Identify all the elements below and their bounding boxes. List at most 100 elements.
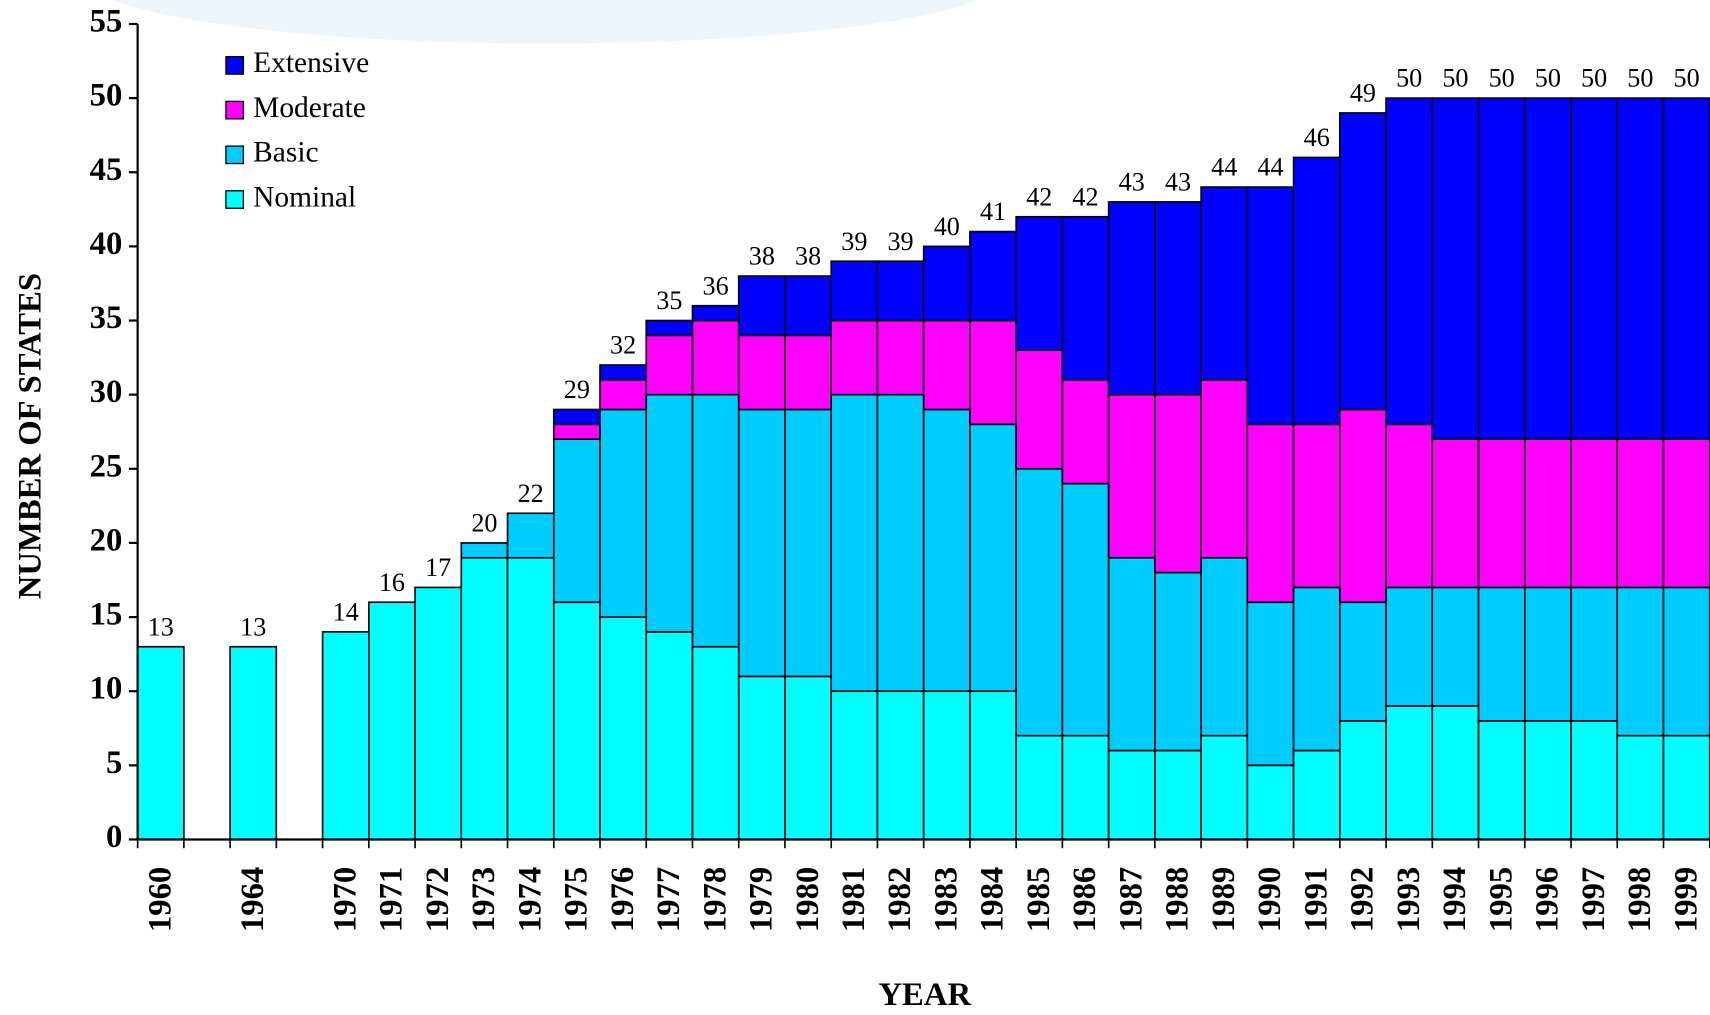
total-label: 42 — [1072, 182, 1098, 211]
y-tick-label: 30 — [90, 374, 123, 410]
bar-segment — [1523, 97, 1572, 440]
bar-segment — [1523, 586, 1572, 722]
bar-segment — [1015, 349, 1064, 470]
bar-segment — [784, 275, 833, 337]
total-label: 41 — [980, 197, 1006, 226]
bar-segment — [1616, 97, 1665, 440]
total-label: 17 — [425, 553, 451, 582]
bar-segment — [1292, 586, 1341, 752]
x-tick-label: 1991 — [1298, 867, 1334, 932]
bar-segment — [830, 260, 879, 322]
y-tick-label: 20 — [90, 522, 123, 558]
total-label: 44 — [1257, 153, 1283, 182]
bar-segment — [1246, 601, 1295, 767]
bar-segment — [1339, 720, 1387, 841]
bar-segment — [969, 690, 1017, 841]
total-label: 39 — [887, 227, 913, 256]
x-tick-label: 1988 — [1160, 867, 1196, 932]
x-tick-label: 1972 — [420, 867, 456, 932]
bar-segment — [737, 408, 786, 678]
legend-label: Nominal — [253, 181, 356, 213]
bar-segment — [1662, 586, 1710, 737]
bar-segment — [552, 438, 601, 604]
bar-segment — [1015, 215, 1064, 351]
bar-segment — [1616, 586, 1665, 737]
bar-segment — [599, 408, 648, 618]
y-tick-label: 10 — [90, 671, 123, 707]
bar-segment — [737, 675, 786, 841]
x-tick-label: 1983 — [928, 867, 964, 932]
bar-segment — [1477, 586, 1526, 722]
total-label: 43 — [1165, 167, 1191, 196]
bar-segment — [922, 690, 971, 841]
bar-segment — [1570, 97, 1619, 440]
total-label: 42 — [1026, 182, 1052, 211]
bar-segment — [922, 408, 971, 693]
bar-segment — [1477, 438, 1526, 589]
legend-swatch — [225, 56, 245, 75]
bar-segment — [876, 690, 925, 841]
bar-segment — [1246, 186, 1295, 426]
x-tick-label: 1974 — [512, 867, 548, 932]
total-label: 50 — [1489, 64, 1515, 93]
x-tick-label: 1981 — [836, 867, 872, 932]
total-label: 35 — [656, 286, 682, 315]
bar-segment — [552, 408, 601, 426]
x-tick-label: 1976 — [605, 867, 641, 932]
bar-segment — [136, 645, 185, 841]
x-tick-label: 1992 — [1345, 867, 1381, 932]
x-tick-label: 1977 — [651, 867, 687, 932]
bar-segment — [1154, 571, 1202, 752]
bar-segment — [922, 245, 971, 322]
x-tick-label: 1985 — [1021, 867, 1057, 932]
bar-segment — [1107, 556, 1156, 752]
bar-segment — [1107, 749, 1156, 841]
bar-segment — [1431, 705, 1480, 841]
legend-label: Extensive — [253, 47, 369, 79]
legend-swatch — [225, 145, 245, 165]
bar-segment — [784, 334, 833, 411]
legend-swatch — [225, 100, 245, 120]
x-tick-label: 1980 — [790, 867, 826, 932]
bar-segment — [969, 319, 1017, 426]
bar-segment — [830, 690, 879, 841]
bar-segment — [1616, 734, 1665, 841]
x-axis-title: YEAR — [878, 977, 971, 1013]
bar-segment — [1061, 379, 1110, 485]
bar-segment — [645, 393, 694, 633]
bar-segment — [1385, 423, 1434, 589]
bar-segment — [1477, 97, 1526, 440]
total-label: 36 — [703, 271, 729, 300]
bar-segment — [1662, 734, 1710, 841]
bar-segment — [969, 423, 1017, 693]
x-tick-label: 1970 — [327, 867, 363, 932]
bar-segment — [1339, 112, 1387, 411]
bar-segment — [368, 601, 416, 841]
bar-segment — [691, 393, 740, 648]
bar-segment — [506, 556, 555, 841]
x-tick-label: 1964 — [235, 867, 271, 932]
bar-segment — [460, 542, 509, 559]
bar-segment — [969, 230, 1017, 322]
bar-segment — [830, 319, 879, 396]
bar-segment — [552, 601, 601, 841]
total-label: 13 — [240, 612, 266, 641]
bar-segment — [1431, 586, 1480, 707]
bar-segment — [414, 586, 463, 841]
y-tick-label: 40 — [90, 226, 123, 262]
bar-segment — [506, 512, 555, 559]
bar-segment — [645, 319, 694, 337]
y-tick-label: 35 — [90, 300, 123, 336]
total-label: 50 — [1396, 64, 1422, 93]
bar-segment — [1154, 201, 1202, 396]
bar-segment — [460, 556, 509, 841]
bar-segment — [1570, 720, 1619, 841]
bar-segment — [830, 393, 879, 693]
bar-segment — [645, 334, 694, 396]
bar-segment — [1061, 482, 1110, 737]
x-tick-label: 1979 — [744, 867, 780, 932]
bar-segment — [1477, 720, 1526, 841]
legend-label: Basic — [253, 137, 318, 169]
bar-segment — [1523, 720, 1572, 841]
bar-segment — [1061, 734, 1110, 841]
